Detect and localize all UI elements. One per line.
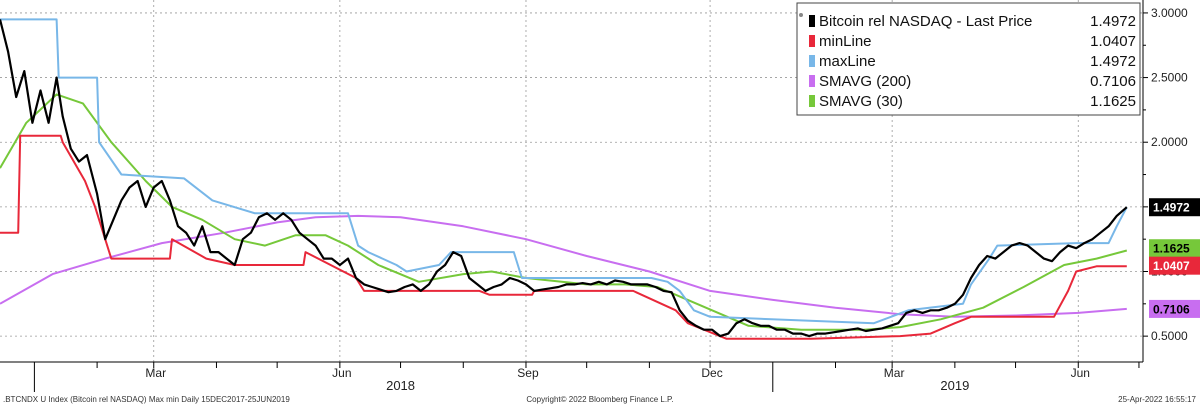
legend-swatch bbox=[809, 75, 815, 87]
legend-swatch bbox=[809, 55, 815, 67]
value-badge bbox=[1149, 299, 1200, 318]
footer: .BTCNDX U Index (Bitcoin rel NASDAQ) Max… bbox=[3, 395, 1197, 404]
legend-item-name: SMAVG (30) bbox=[819, 93, 903, 110]
x-tick-label: Dec bbox=[701, 366, 722, 380]
legend-item-value: 0.7106 bbox=[1090, 73, 1136, 90]
footer-left: .BTCNDX U Index (Bitcoin rel NASDAQ) Max… bbox=[3, 395, 290, 404]
legend: Bitcoin rel NASDAQ - Last Price 1.4972 min… bbox=[796, 2, 1141, 116]
value-badges: 1.4972 1.1625 1.0407 0.7106 bbox=[1149, 198, 1200, 318]
legend-item-value: 1.1625 bbox=[1090, 93, 1136, 110]
legend-swatch bbox=[809, 35, 815, 47]
value-badge-label: 1.0407 bbox=[1153, 259, 1190, 273]
series-line-smavg-200 bbox=[0, 214, 1127, 318]
year-label: 2019 bbox=[940, 378, 969, 393]
legend-item-value: 1.4972 bbox=[1090, 13, 1136, 30]
x-tick-label: Mar bbox=[884, 366, 905, 380]
series-line-maxline bbox=[0, 18, 1128, 325]
x-tick-label: Jun bbox=[1071, 366, 1090, 380]
value-badge bbox=[1149, 239, 1200, 258]
footer-right: 25-Apr-2022 16:55:17 bbox=[1118, 395, 1196, 404]
value-badge-label: 0.7106 bbox=[1153, 302, 1190, 316]
legend-swatch bbox=[809, 95, 815, 107]
legend-item-name: Bitcoin rel NASDAQ - Last Price bbox=[819, 13, 1032, 30]
x-axis-ticks: Mar Jun Sep Dec Mar Jun 2018 2019 bbox=[33, 362, 1140, 393]
legend-pin-icon bbox=[799, 13, 803, 17]
series-line-minline bbox=[0, 134, 1127, 340]
series-line-bitcoin bbox=[0, 19, 1128, 338]
y-tick-label: 2.0000 bbox=[1151, 135, 1188, 149]
legend-item-name: minLine bbox=[819, 33, 872, 50]
x-tick-label: Jun bbox=[332, 366, 351, 380]
y-tick-label: 3.0000 bbox=[1151, 6, 1188, 20]
x-tick-label: Sep bbox=[517, 366, 539, 380]
x-tick-label: Mar bbox=[145, 366, 166, 380]
value-badge-label: 1.1625 bbox=[1153, 242, 1190, 256]
value-badge bbox=[1149, 198, 1200, 217]
legend-item-value: 1.0407 bbox=[1090, 33, 1136, 50]
series-layer bbox=[0, 18, 1128, 340]
legend-item-name: SMAVG (200) bbox=[819, 73, 911, 90]
y-tick-label: 0.5000 bbox=[1151, 329, 1188, 343]
footer-center: Copyright© 2022 Bloomberg Finance L.P. bbox=[526, 395, 673, 404]
legend-swatch bbox=[809, 15, 815, 27]
legend-item-name: maxLine bbox=[819, 53, 876, 70]
series-line-smavg-30 bbox=[0, 93, 1128, 331]
legend-item-value: 1.4972 bbox=[1090, 53, 1136, 70]
y-tick-label: 2.5000 bbox=[1151, 71, 1188, 85]
legend-box bbox=[796, 2, 1141, 116]
value-badge-label: 1.4972 bbox=[1153, 201, 1190, 215]
value-badge bbox=[1149, 256, 1200, 275]
year-label: 2018 bbox=[386, 378, 415, 393]
